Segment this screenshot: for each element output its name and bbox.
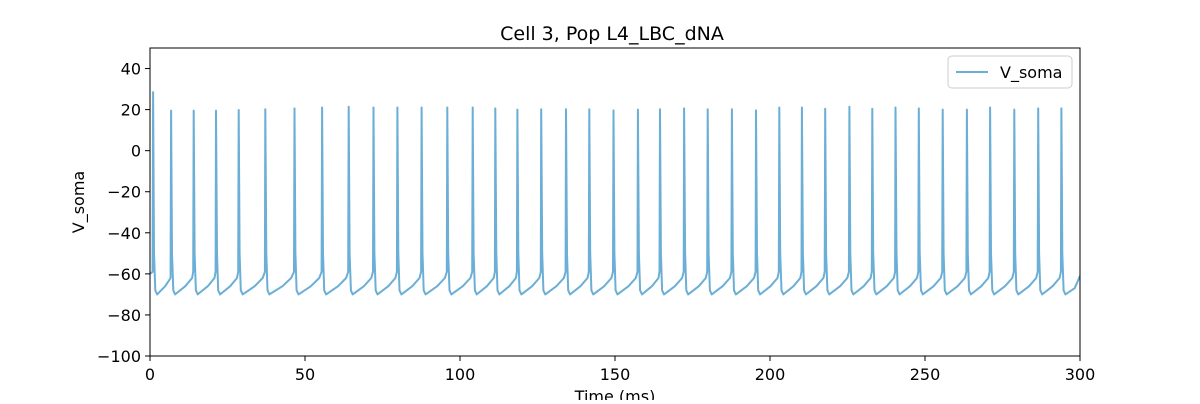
y-tick-label: 20	[121, 101, 141, 120]
x-tick-label: 0	[145, 365, 155, 384]
x-tick-label: 100	[445, 365, 476, 384]
legend-label: V_soma	[1000, 63, 1062, 83]
legend: V_soma	[947, 55, 1073, 89]
x-tick-label: 200	[755, 365, 786, 384]
chart-title: Cell 3, Pop L4_LBC_dNA	[500, 23, 724, 45]
y-tick-label: −40	[107, 224, 141, 243]
y-tick-label: −20	[107, 183, 141, 202]
plot-area	[149, 47, 1081, 357]
x-tick-label: 150	[600, 365, 631, 384]
x-axis-label: Time (ms)	[574, 387, 656, 400]
x-axis: 0 50 100 150 200 250 300	[145, 356, 1095, 384]
y-axis-label: V_soma	[69, 171, 89, 233]
x-tick-label: 50	[295, 365, 315, 384]
y-tick-label: −80	[107, 306, 141, 325]
x-tick-label: 300	[1065, 365, 1096, 384]
series-line-v-soma	[150, 91, 1080, 296]
y-tick-label: −60	[107, 265, 141, 284]
y-tick-label: 40	[121, 60, 141, 79]
x-tick-label: 250	[910, 365, 941, 384]
legend-box	[947, 55, 1073, 89]
y-tick-label: −100	[97, 347, 141, 366]
y-tick-label: 0	[131, 142, 141, 161]
y-axis: −100 −80 −60 −40 −20 0 20 40	[97, 60, 150, 366]
